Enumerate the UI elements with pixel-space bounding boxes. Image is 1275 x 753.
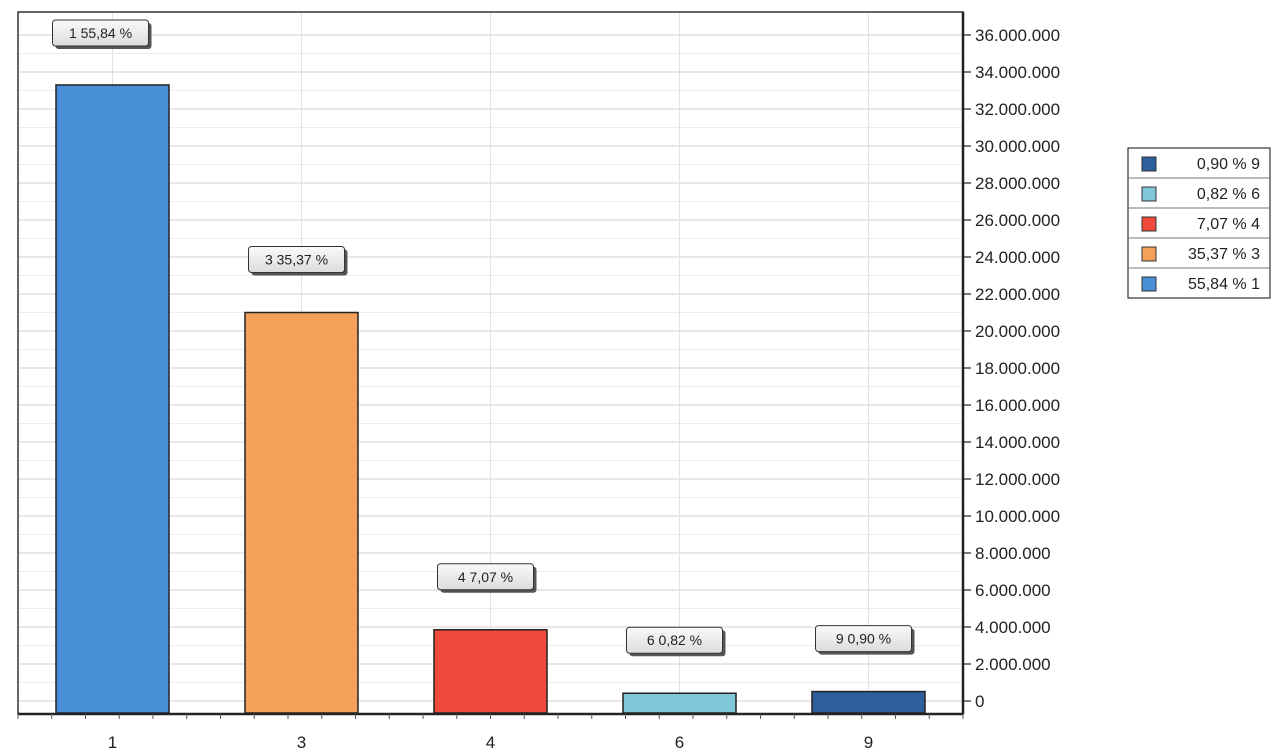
y-tick-label: 28.000.000	[975, 174, 1060, 193]
x-tick-label: 4	[486, 733, 495, 752]
y-tick-label: 20.000.000	[975, 322, 1060, 341]
legend-swatch	[1141, 156, 1157, 172]
y-tick-label: 18.000.000	[975, 359, 1060, 378]
legend-label: 35,37 % 3	[1188, 246, 1260, 263]
y-tick-label: 10.000.000	[975, 507, 1060, 526]
data-label-box	[815, 625, 912, 653]
data-label-box	[52, 19, 149, 47]
x-tick-label: 9	[864, 733, 873, 752]
y-tick-label: 2.000.000	[975, 655, 1051, 674]
bar-4	[433, 629, 548, 714]
legend-label: 0,90 % 9	[1197, 156, 1260, 173]
legend: 0,90 % 9 0,82 % 6 7,07 % 4 35,37 % 3 55,84 %…	[1127, 147, 1271, 299]
legend-label: 0,82 % 6	[1197, 186, 1260, 203]
legend-label: 7,07 % 4	[1197, 216, 1260, 233]
legend-swatch	[1141, 276, 1157, 292]
axes: 0 2.000.000 4.000.000 6.000.000 8.000.000 10.…	[17, 12, 1060, 752]
legend-swatch	[1141, 246, 1157, 262]
legend-swatch	[1141, 216, 1157, 232]
y-tick-label: 4.000.000	[975, 618, 1051, 637]
x-tick-label: 3	[297, 733, 306, 752]
y-tick-label: 0	[975, 692, 984, 711]
y-tick-label: 6.000.000	[975, 581, 1051, 600]
bars	[55, 84, 926, 714]
data-label-box	[248, 246, 345, 273]
bar-3	[244, 311, 359, 714]
data-label-box	[626, 626, 723, 654]
data-label: 3 35,37 %	[265, 252, 328, 268]
y-tick-label: 26.000.000	[975, 211, 1060, 230]
y-tick-label: 30.000.000	[975, 137, 1060, 156]
data-label: 6 0,82 %	[647, 632, 702, 648]
data-label: 1 55,84 %	[69, 25, 132, 41]
y-tick-label: 36.000.000	[975, 26, 1060, 45]
bar-6	[622, 692, 737, 714]
bar-9	[811, 690, 926, 714]
y-tick-label: 32.000.000	[975, 100, 1060, 119]
y-tick-label: 14.000.000	[975, 433, 1060, 452]
y-tick-label: 16.000.000	[975, 396, 1060, 415]
x-tick-label: 1	[108, 733, 117, 752]
data-label: 9 0,90 %	[836, 631, 891, 647]
y-tick-label: 12.000.000	[975, 470, 1060, 489]
data-labels: 1 55,84 % 3 35,37 % 4 7,07 % 6 0,82 % 9 0,90…	[52, 19, 915, 657]
y-tick-label: 22.000.000	[975, 285, 1060, 304]
bar-1	[55, 84, 170, 714]
legend-label: 55,84 % 1	[1188, 276, 1260, 293]
y-tick-label: 34.000.000	[975, 63, 1060, 82]
data-label-box	[437, 563, 534, 591]
data-label: 4 7,07 %	[458, 569, 513, 585]
y-tick-label: 24.000.000	[975, 248, 1060, 267]
legend-swatch	[1141, 186, 1157, 202]
y-tick-label: 8.000.000	[975, 544, 1051, 563]
x-tick-label: 6	[675, 733, 684, 752]
